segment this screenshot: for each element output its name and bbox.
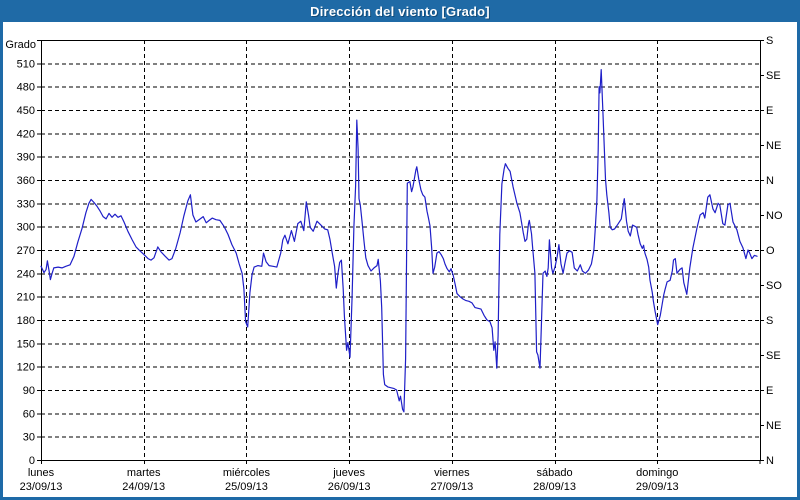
y-axis-label-right: NO	[766, 210, 783, 222]
y-axis-label-right: E	[766, 385, 773, 397]
y-axis-label-left: 300	[17, 222, 35, 234]
y-axis-label-left: 150	[17, 338, 35, 350]
y-axis-title: Grado	[5, 39, 36, 51]
x-axis-day-label: miércoles	[223, 467, 271, 479]
y-axis-label-left: 480	[17, 82, 35, 94]
title-bar: Dirección del viento [Grado]	[0, 0, 800, 22]
x-axis-day-label: martes	[127, 467, 161, 479]
y-axis-label-right: S	[766, 35, 773, 47]
y-axis-label-right: S	[766, 315, 773, 327]
x-axis-date-label: 27/09/13	[430, 481, 473, 493]
x-axis-day-label: domingo	[636, 467, 678, 479]
x-axis-date-label: 23/09/13	[20, 481, 63, 493]
wind-direction-chart: 0 30 60 90 120 150 180 210 240 270 300 330 360 390 420…	[5, 35, 783, 493]
chart-area: 0 30 60 90 120 150 180 210 240 270 300 330 360 390 420…	[3, 22, 797, 497]
y-axis-label-right: SO	[766, 280, 782, 292]
x-axis-date-label: 26/09/13	[328, 481, 371, 493]
x-axis-day-label: lunes	[28, 467, 55, 479]
y-axis-label-right: NE	[766, 420, 781, 432]
y-axis-label-left: 180	[17, 315, 35, 327]
x-axis-day-label: jueves	[332, 467, 365, 479]
y-axis-label-left: 360	[17, 175, 35, 187]
y-axis-label-left: 270	[17, 245, 35, 257]
y-axis-label-left: 450	[17, 105, 35, 117]
y-axis-label-left: 240	[17, 268, 35, 280]
y-axis-label-right: E	[766, 105, 773, 117]
y-axis-label-left: 420	[17, 128, 35, 140]
y-axis-label-left: 210	[17, 292, 35, 304]
x-axis-date-label: 29/09/13	[636, 481, 679, 493]
y-axis-label-right: N	[766, 175, 774, 187]
y-axis-label-left: 330	[17, 198, 35, 210]
chart-title: Dirección del viento [Grado]	[310, 3, 490, 19]
y-axis-label-left: 30	[23, 432, 35, 444]
y-axis-label-left: 90	[23, 385, 35, 397]
y-axis-label-right: NE	[766, 140, 781, 152]
y-axis-label-left: 510	[17, 58, 35, 70]
x-axis-day-label: sábado	[537, 467, 573, 479]
y-axis-label-left: 120	[17, 362, 35, 374]
x-axis-date-label: 24/09/13	[122, 481, 165, 493]
wind-direction-series	[40, 68, 758, 413]
y-axis-label-right: N	[766, 455, 774, 467]
y-axis-label-right: O	[766, 245, 775, 257]
y-axis-label-right: SE	[766, 350, 781, 362]
y-axis-label-left: 390	[17, 152, 35, 164]
y-axis-label-left: 60	[23, 408, 35, 420]
x-axis-day-label: viernes	[434, 467, 470, 479]
x-axis-date-label: 28/09/13	[533, 481, 576, 493]
x-axis-date-label: 25/09/13	[225, 481, 268, 493]
y-axis-label-right: SE	[766, 70, 781, 82]
y-axis-label-left: 0	[29, 455, 35, 467]
